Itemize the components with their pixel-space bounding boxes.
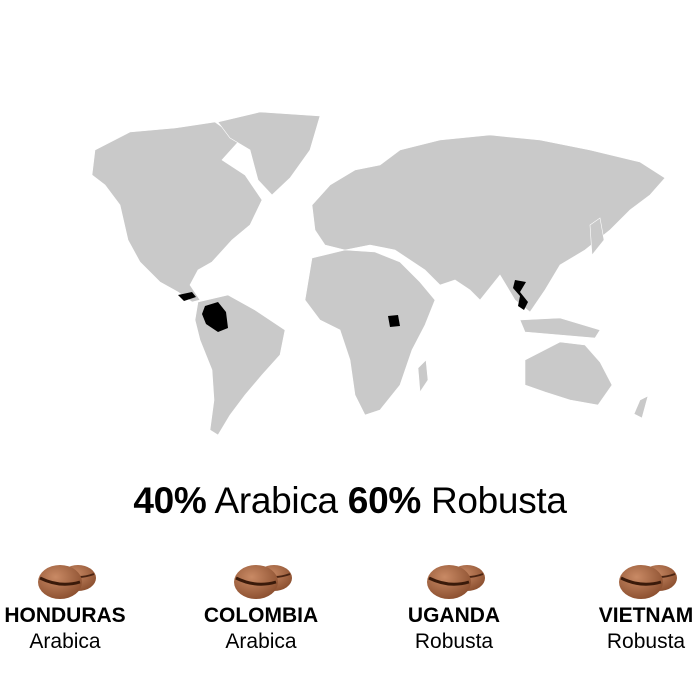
origin-type: Arabica xyxy=(225,630,297,653)
origin-type: Robusta xyxy=(606,630,686,653)
origin-type: Arabica xyxy=(29,630,101,653)
robusta-percentage: 60% xyxy=(347,480,421,521)
origin-name: VIETNAM xyxy=(598,604,694,627)
origin-vietnam: VIETNAM Robusta xyxy=(551,560,700,654)
australia xyxy=(524,341,613,406)
origin-uganda: UGANDA Robusta xyxy=(359,560,549,654)
japan xyxy=(589,217,605,256)
africa xyxy=(304,249,436,416)
origin-colombia: COLOMBIA Arabica xyxy=(166,560,356,654)
origin-type: Robusta xyxy=(414,630,494,653)
arabica-percentage: 40% xyxy=(133,480,207,521)
blend-headline: 40% Arabica 60% Robusta xyxy=(0,480,700,522)
vietnam xyxy=(513,280,528,310)
europe-asia xyxy=(311,134,666,313)
origin-name: UGANDA xyxy=(407,604,501,627)
greenland xyxy=(217,111,321,196)
madagascar xyxy=(417,359,429,393)
coffee-bean-icon xyxy=(36,563,98,601)
origin-honduras: HONDURAS Arabica xyxy=(0,560,160,654)
arabica-label: Arabica xyxy=(214,480,338,521)
coffee-bean-icon xyxy=(232,563,294,601)
colombia xyxy=(202,302,228,332)
highlighted-countries xyxy=(178,280,528,332)
north-america xyxy=(91,121,263,303)
origin-name: COLOMBIA xyxy=(203,604,319,627)
robusta-label: Robusta xyxy=(430,480,567,521)
uganda xyxy=(388,315,400,327)
new-zealand xyxy=(633,395,649,419)
southeast-asia-islands xyxy=(519,317,601,339)
honduras xyxy=(178,292,196,301)
continents xyxy=(91,111,666,436)
coffee-bean-icon xyxy=(425,563,487,601)
coffee-bean-icon xyxy=(617,563,679,601)
origin-name: HONDURAS xyxy=(4,604,126,627)
world-map xyxy=(91,111,666,436)
